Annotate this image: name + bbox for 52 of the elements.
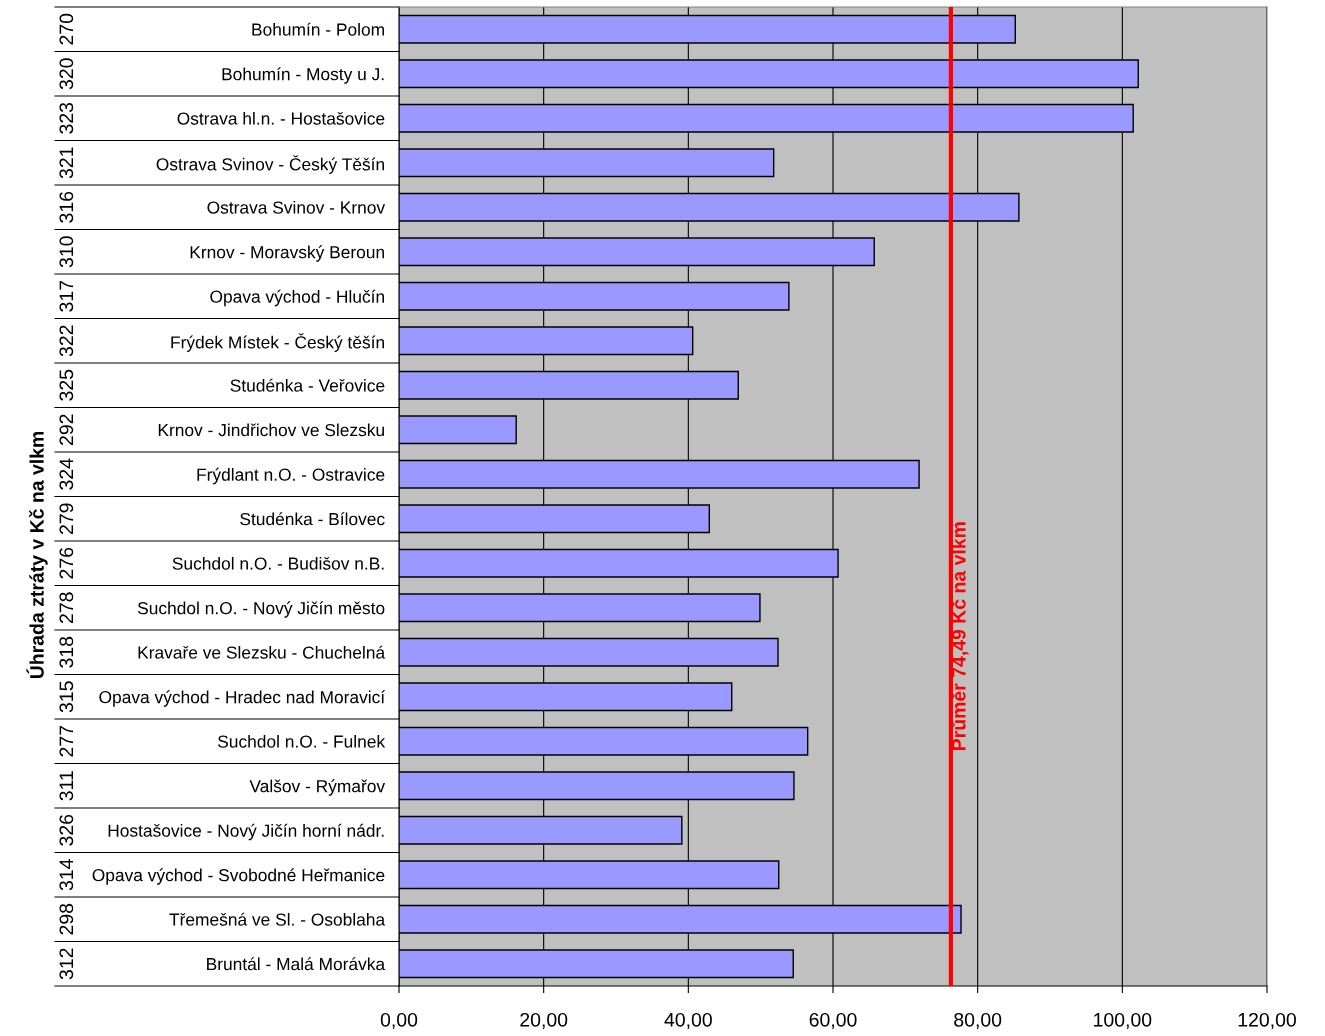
- y2-tick-label: 314: [59, 859, 74, 891]
- y2-tick-label: 317: [59, 281, 74, 312]
- x-tick-label: 60,00: [809, 1012, 857, 1029]
- y-tick-label: Valšov - Rýmařov: [249, 779, 386, 796]
- y-tick-label: Krnov - Moravský Beroun: [190, 245, 384, 262]
- y-tick-label: Frýdek Místek - Český těšín: [171, 333, 384, 352]
- y-tick-label: Bruntál - Malá Morávka: [207, 957, 386, 971]
- y-axis-title: Úhrada ztráty v Kč na vlkm: [26, 431, 48, 679]
- y-tick-label: Třemešná ve Sl. - Osoblaha: [169, 912, 386, 926]
- y-tick-label: Opava východ - Hradec nad Moravicí: [99, 690, 386, 707]
- y-tick-label: Ostrava Svinov - Český Těšín: [156, 155, 384, 174]
- y-tick-label: Studénka - Veřovice: [230, 378, 385, 392]
- y-tick-label: Suchdol n.O. - Nový Jičín město: [137, 601, 385, 618]
- x-tick-label: 120,00: [1238, 1012, 1296, 1029]
- x-tick-label: 0,00: [380, 1012, 418, 1029]
- y2-tick-label: 322: [59, 325, 74, 357]
- y2-tick-label: 318: [59, 636, 74, 668]
- x-tick-label: 100,00: [1094, 1012, 1152, 1029]
- y2-tick-label: 325: [59, 369, 74, 401]
- y2-tick-label: 276: [59, 547, 74, 579]
- y-tick-label: Hostašovice - Nový Jičín horní nádr.: [108, 823, 384, 841]
- y2-tick-label: 298: [59, 903, 74, 935]
- y2-tick-label: 323: [59, 102, 74, 134]
- x-tick-label: 40,00: [664, 1012, 712, 1029]
- y2-tick-label: 292: [59, 414, 74, 445]
- x-tick-label: 80,00: [954, 1012, 1002, 1029]
- y2-tick-label: 320: [59, 58, 74, 90]
- y2-tick-label: 311: [59, 771, 74, 801]
- y2-tick-label: 277: [59, 726, 74, 757]
- y-tick-label: Suchdol n.O. - Fulnek: [218, 734, 386, 748]
- x-tick-label: 20,00: [520, 1012, 568, 1029]
- y-tick-label: Ostrava Svinov - Krnov: [207, 200, 386, 214]
- y-tick-label: Opava východ - Svobodné Heřmanice: [92, 868, 385, 885]
- y2-tick-label: 316: [59, 191, 74, 223]
- y2-tick-label: 312: [59, 948, 74, 980]
- y-tick-label: Bohumín - Mosty u J.: [222, 67, 384, 84]
- y2-tick-label: 279: [59, 503, 74, 534]
- y-tick-label: Frýdlant n.O. - Ostravice: [197, 467, 385, 485]
- y2-tick-label: 310: [59, 236, 74, 268]
- y2-tick-label: 315: [59, 681, 74, 713]
- y-tick-label: Bohumín - Polom: [252, 22, 384, 36]
- y2-tick-label: 326: [59, 814, 74, 846]
- y2-tick-label: 278: [59, 592, 74, 623]
- y2-tick-label: 324: [59, 458, 74, 490]
- y-tick-label: Kravaře ve Slezsku - Chuchelná: [138, 645, 386, 659]
- y2-tick-label: 270: [59, 13, 74, 45]
- y-tick-label: Krnov - Jindřichov ve Slezsku: [158, 423, 384, 437]
- y-tick-label: Studénka - Bílovec: [240, 512, 385, 526]
- y-tick-label: Ostrava hl.n. - Hostašovice: [177, 111, 385, 125]
- y-tick-label: Suchdol n.O. - Budišov n.B.: [172, 556, 384, 570]
- y2-tick-label: 321: [59, 147, 74, 179]
- y-tick-label: Opava východ - Hlučín: [210, 289, 384, 307]
